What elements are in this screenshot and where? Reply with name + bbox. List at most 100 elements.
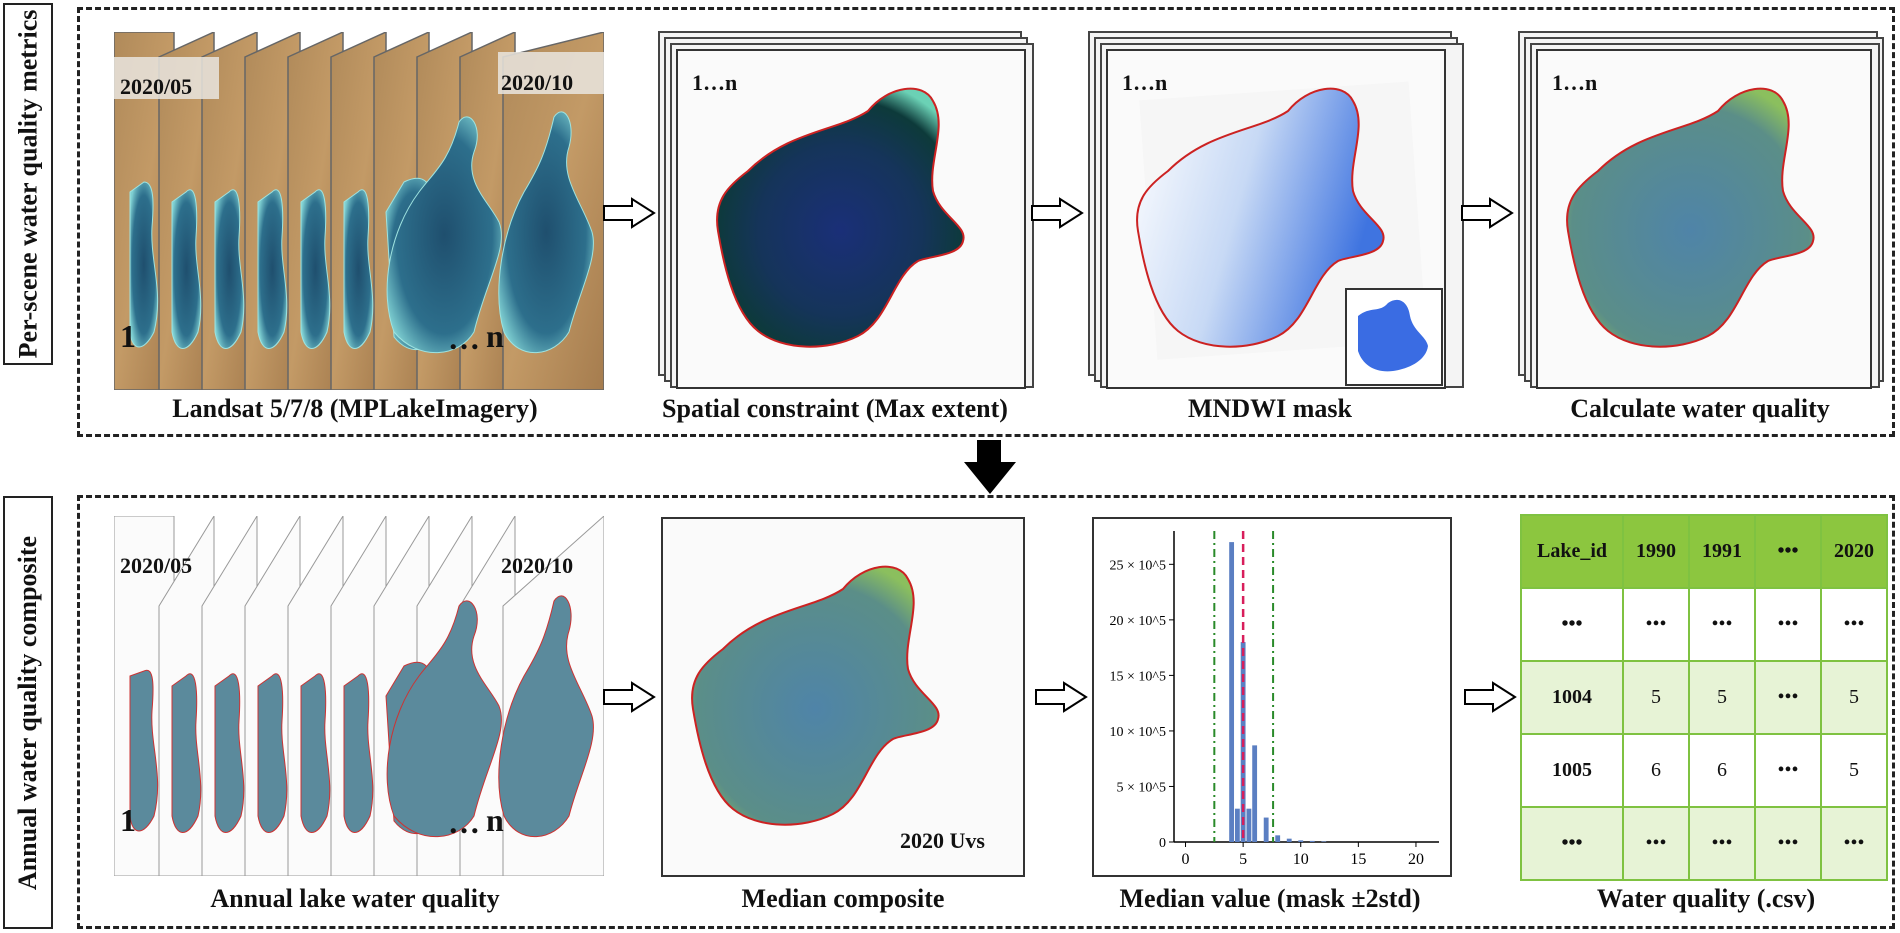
table-header-cell: 1991 [1688, 514, 1756, 589]
wq-caption: Calculate water quality [1570, 394, 1830, 423]
spatial-lake-map [716, 87, 965, 348]
table-cell: 6 [1622, 733, 1690, 808]
hist-frame: 0 5 10 15 20 0 5 × 10^5 10 × 10^5 15 × 10^5 20 × … [1092, 517, 1452, 877]
table-header-cell: ••• [1754, 514, 1822, 589]
x-tick-label: 20 [1408, 851, 1424, 868]
annual-date-end: 2020/10 [501, 553, 574, 578]
table-cell: ••• [1622, 587, 1690, 662]
histogram-bar [1252, 745, 1258, 842]
water-quality-table: Lake_id 1990 1991 ••• 2020 ••• ••• ••• •… [1520, 514, 1888, 881]
down-arrow-icon [964, 440, 1016, 494]
mndwi-count: 1…n [1122, 70, 1168, 95]
x-tick-label: 15 [1350, 851, 1366, 868]
table-row: ••• ••• ••• ••• ••• [1520, 587, 1888, 662]
right-arrow-icon [1035, 681, 1088, 713]
wq-frame [1536, 49, 1872, 389]
right-arrow-icon [1031, 197, 1084, 229]
table-cell: ••• [1820, 587, 1888, 662]
table-header-cell: 2020 [1820, 514, 1888, 589]
annual-caption: Annual lake water quality [210, 884, 500, 913]
histogram-bar [1263, 817, 1269, 842]
histogram-bar [1309, 840, 1315, 842]
y-tick-label: 0 [1159, 836, 1166, 851]
table-cell: ••• [1688, 587, 1756, 662]
top-panel [77, 7, 1895, 437]
histogram-bar [1275, 835, 1281, 842]
table-cell: ••• [1754, 806, 1822, 881]
median-label: 2020 Uvs [900, 828, 985, 853]
landsat-stack-graphic [113, 30, 605, 391]
side-label-bottom-text: Annual water quality composite [13, 535, 42, 890]
spatial-count: 1…n [692, 70, 738, 95]
y-tick-label: 10 × 10^5 [1110, 725, 1166, 740]
hist-chart: 0 5 10 15 20 0 5 × 10^5 10 × 10^5 15 × 10^5 20 × … [1110, 531, 1439, 868]
table-cell: ••• [1754, 660, 1822, 735]
table-cell: ••• [1622, 806, 1690, 881]
right-arrow-icon [603, 681, 656, 713]
y-tick-label: 20 × 10^5 [1110, 614, 1166, 629]
landsat-last-index: n [486, 318, 504, 354]
y-tick-label: 25 × 10^5 [1110, 558, 1166, 573]
table-row: ••• ••• ••• ••• ••• [1520, 806, 1888, 881]
table-cell: 1005 [1520, 733, 1624, 808]
annual-stack [113, 514, 605, 877]
table-header-row: Lake_id 1990 1991 ••• 2020 [1520, 514, 1888, 589]
x-tick-label: 0 [1182, 851, 1190, 868]
table-cell: ••• [1688, 806, 1756, 881]
table-row: 1004 5 5 ••• 5 [1520, 660, 1888, 735]
table-cell: ••• [1820, 806, 1888, 881]
mndwi-frame [1106, 49, 1446, 389]
table-cell: 6 [1688, 733, 1756, 808]
landsat-date-end: 2020/10 [501, 70, 574, 95]
spatial-caption: Spatial constraint (Max extent) [662, 394, 1008, 423]
annual-ellipsis: … [448, 804, 480, 840]
histogram-bar [1298, 840, 1304, 842]
annual-date-start: 2020/05 [120, 553, 193, 578]
side-label-top: Per-scene water quality metrics [3, 3, 53, 365]
wq-lake-map [1566, 87, 1815, 348]
table-cell: ••• [1754, 733, 1822, 808]
wq-count: 1…n [1552, 70, 1598, 95]
table-cell: 1004 [1520, 660, 1624, 735]
table-cell: 5 [1622, 660, 1690, 735]
side-label-bottom: Annual water quality composite [3, 496, 53, 929]
table-cell: ••• [1754, 587, 1822, 662]
table-header-cell: Lake_id [1520, 514, 1624, 589]
histogram-bar [1229, 542, 1235, 842]
table-caption: Water quality (.csv) [1596, 884, 1816, 913]
landsat-stack [113, 30, 605, 391]
mndwi-caption: MNDWI mask [1188, 394, 1352, 423]
right-arrow-icon [1464, 681, 1517, 713]
landsat-ellipsis: … [448, 320, 480, 356]
histogram-bar [1234, 808, 1240, 842]
x-tick-label: 5 [1239, 851, 1247, 868]
side-label-top-text: Per-scene water quality metrics [13, 9, 43, 359]
table-cell: 5 [1820, 660, 1888, 735]
landsat-caption: Landsat 5/7/8 (MPLakeImagery) [172, 394, 538, 423]
table-cell: 5 [1688, 660, 1756, 735]
table-row: 1005 6 6 ••• 5 [1520, 733, 1888, 808]
histogram-bar [1321, 841, 1327, 842]
mndwi-lake-map [1136, 81, 1443, 386]
median-frame [661, 517, 1025, 877]
table-cell: ••• [1520, 806, 1624, 881]
y-tick-label: 5 × 10^5 [1117, 780, 1166, 795]
landsat-date-start: 2020/05 [120, 74, 193, 99]
x-tick-label: 10 [1293, 851, 1309, 868]
histogram-bar [1286, 838, 1292, 842]
median-lake-map [691, 565, 940, 826]
median-caption: Median composite [741, 884, 945, 913]
bottom-panel [77, 495, 1895, 929]
hist-caption: Median value (mask ±2std) [1119, 884, 1421, 913]
right-arrow-icon [1461, 197, 1514, 229]
table-cell: ••• [1520, 587, 1624, 662]
table-header-cell: 1990 [1622, 514, 1690, 589]
landsat-first-index: 1 [120, 318, 136, 354]
annual-last-index: n [486, 802, 504, 838]
right-arrow-icon [603, 197, 656, 229]
histogram-bar [1246, 808, 1252, 842]
y-tick-label: 15 × 10^5 [1110, 669, 1166, 684]
table-cell: 5 [1820, 733, 1888, 808]
annual-stack-graphic [113, 514, 605, 877]
annual-first-index: 1 [120, 802, 136, 838]
